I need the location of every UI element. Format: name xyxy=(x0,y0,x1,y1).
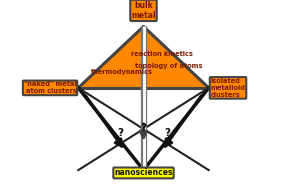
Text: bulk
metal: bulk metal xyxy=(131,1,156,20)
Text: reaction kinetics: reaction kinetics xyxy=(131,51,192,57)
Text: topology of atoms: topology of atoms xyxy=(135,63,203,69)
Text: ?: ? xyxy=(164,128,170,138)
Text: nanosciences: nanosciences xyxy=(114,168,173,177)
Text: isolated
metalloid
clusters: isolated metalloid clusters xyxy=(211,78,245,98)
Text: ?: ? xyxy=(141,123,146,132)
Text: ?: ? xyxy=(117,128,123,138)
Text: "naked" metal
atom clusters: "naked" metal atom clusters xyxy=(24,81,76,94)
Text: thermodynamics: thermodynamics xyxy=(91,69,153,75)
Polygon shape xyxy=(78,26,209,88)
